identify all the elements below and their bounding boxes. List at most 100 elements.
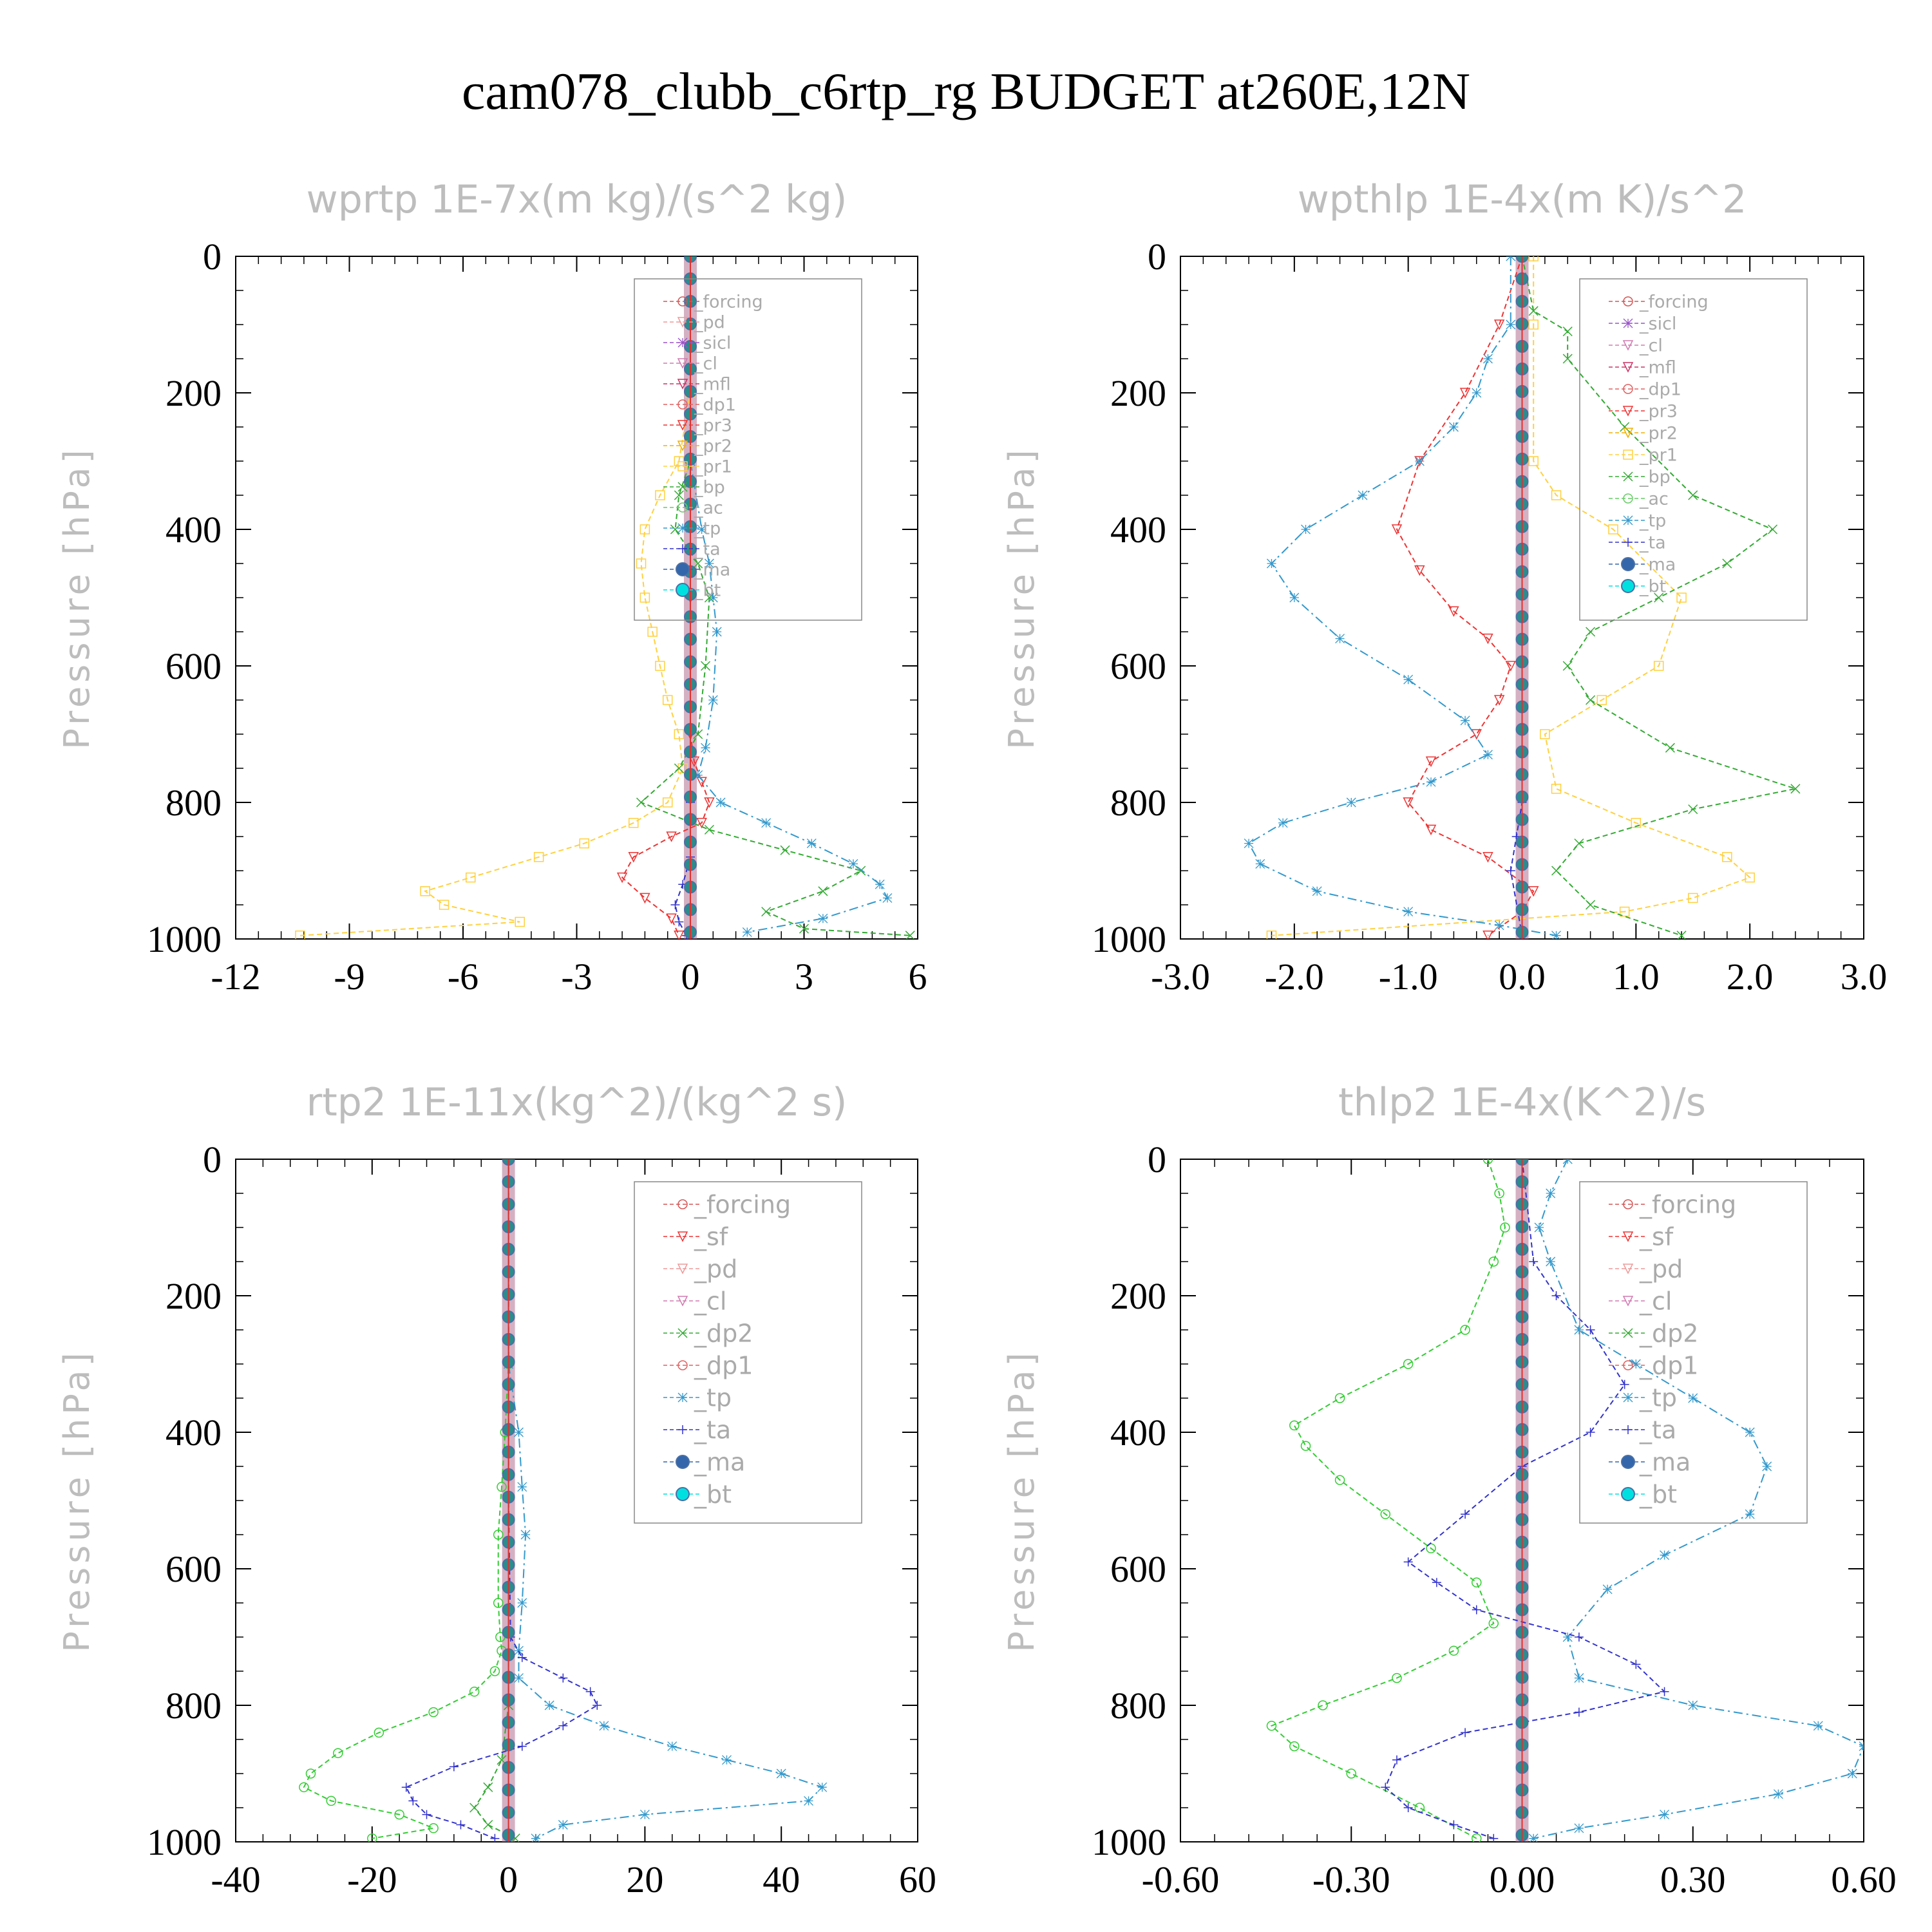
y-tick-label: 0 [1148, 1139, 1166, 1180]
series-point_pr3 [1482, 852, 1493, 863]
series-point_tp [520, 1530, 531, 1540]
series-point_dp1 [1472, 1577, 1482, 1587]
series-point_pr1 [662, 797, 673, 808]
series-point_tp [1289, 592, 1300, 603]
panel-title: wprtp 1E-7x(m kg)/(s^2 kg) [307, 177, 848, 222]
series-point_tp [818, 913, 828, 923]
legend-marker_ma [1621, 557, 1635, 571]
legend-entry_bp: _bp [1639, 467, 1671, 487]
legend-box [1579, 278, 1808, 621]
x-tick-label: -40 [211, 1859, 260, 1900]
series-point_tp [1688, 1700, 1698, 1710]
series-point_dp1 [1300, 1441, 1311, 1451]
legend-marker_ta [1624, 1425, 1633, 1434]
series-line_ta [405, 1159, 598, 1839]
series-point_pr1 [1551, 784, 1562, 794]
legend-entry_bt: _bt [1639, 576, 1666, 596]
series-point_bp [1528, 306, 1539, 316]
legend-marker_pd [677, 1264, 688, 1274]
series-point_ta [1403, 1557, 1413, 1567]
y-axis-label: Pressure [hPa] [57, 1349, 97, 1652]
series-point_tp [701, 743, 710, 753]
series-point_dp1 [1346, 1768, 1356, 1779]
series-point_tp [1278, 818, 1288, 828]
series-point_ta [558, 1721, 568, 1730]
x-tick-label: 0.60 [1831, 1859, 1897, 1900]
x-tick-label: 0 [499, 1859, 518, 1900]
series-point_ta [517, 1653, 527, 1662]
series-point_pr3 [1482, 930, 1493, 939]
x-tick-label: -1.0 [1379, 956, 1438, 998]
chart-panel-1: wprtp 1E-7x(m kg)/(s^2 kg) Pressure [hPa]… [57, 177, 927, 998]
series-point_ta [1506, 866, 1515, 875]
series-point_tp [882, 893, 893, 903]
series-point_pr1 [1745, 872, 1755, 883]
series-point_tp [517, 1482, 527, 1492]
plot-area [1266, 1159, 1864, 1842]
legend-entry_ac: _ac [1639, 489, 1669, 509]
series-point_dp1 [493, 1530, 504, 1540]
legend-marker_pr1 [677, 461, 688, 471]
series-point_tp [1403, 907, 1414, 917]
legend-marker_pd [1622, 1264, 1634, 1274]
series-point_tp [1358, 490, 1368, 500]
series-point_bp [1586, 627, 1596, 637]
series-point_ta [401, 1783, 411, 1792]
legend-entry_dp1: _dp1 [1639, 1351, 1698, 1379]
series-point_tp [715, 797, 726, 808]
legend-marker_ta [678, 1425, 687, 1434]
legend-entry_sf: _sf [1639, 1222, 1674, 1251]
series-point_pr3 [1391, 524, 1403, 535]
series-point_bp [1767, 524, 1778, 535]
series-point_tp [1255, 858, 1265, 869]
series-point_tp [599, 1721, 609, 1731]
legend-entry_pr2: _pr2 [694, 436, 732, 456]
legend-marker_ma [1621, 1455, 1635, 1469]
legend-entry_tp: _tp [1639, 1383, 1677, 1412]
series-point_tp [708, 592, 718, 603]
series-point_tp [1506, 256, 1516, 261]
series-point_pr1 [439, 900, 450, 910]
legend-entry_dp1: _dp1 [694, 395, 736, 415]
legend-marker_pr3 [677, 420, 688, 431]
series-point_tp [1403, 674, 1414, 685]
y-tick-label: 200 [166, 372, 222, 414]
y-tick-label: 600 [166, 645, 222, 687]
series-point_ta [1586, 1325, 1595, 1334]
series-point_tp [1426, 777, 1436, 787]
legend-entry_bt: _bt [1639, 1480, 1677, 1508]
legend-marker_cl [1622, 1296, 1634, 1307]
series-point_pr3 [1459, 388, 1471, 399]
series-point_pr3 [1505, 661, 1517, 672]
series-point_bp [1654, 592, 1664, 603]
series-point_pr1 [1676, 592, 1687, 603]
series-point_pr1 [674, 729, 685, 739]
series-point_bp [1676, 931, 1687, 939]
series-point_tp [1482, 750, 1493, 760]
series-point_bp [1620, 422, 1630, 432]
x-tick-label: 1.0 [1613, 956, 1660, 998]
y-tick-label: 600 [166, 1548, 222, 1590]
plot-area [299, 1159, 828, 1842]
legend-marker_forcing [677, 1199, 688, 1209]
x-tick-label: -20 [347, 1859, 397, 1900]
series-point_tp [1574, 1673, 1584, 1683]
y-tick-label: 800 [166, 1685, 222, 1727]
legend-entry_mfl: _mfl [1639, 357, 1676, 377]
legend-entry_ac: _ac [694, 498, 723, 518]
series-point_pr3 [628, 852, 639, 863]
series-point_tp [1506, 319, 1516, 330]
series-point_ta [674, 917, 684, 927]
series-point_dp1 [497, 1482, 507, 1492]
series-point_ta [1432, 1578, 1441, 1587]
y-tick-label: 0 [203, 236, 222, 278]
series-line_pr3 [1396, 256, 1535, 936]
legend-marker_ta [678, 544, 687, 553]
legend-entry_bt: _bt [694, 580, 721, 600]
legend-entry_ta: _ta [694, 539, 721, 559]
legend-marker_bt [676, 1487, 690, 1501]
panel-title: wpthlp 1E-4x(m K)/s^2 [1298, 177, 1747, 222]
series-point_pr1 [295, 930, 305, 939]
series-point_tp [875, 879, 885, 889]
series-point_bp [761, 907, 772, 917]
